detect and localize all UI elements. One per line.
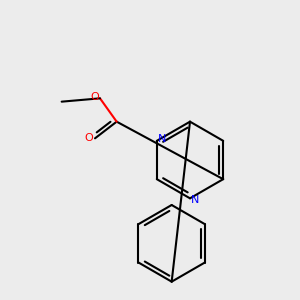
Text: O: O — [91, 92, 99, 102]
Text: O: O — [85, 133, 93, 143]
Text: N: N — [158, 134, 166, 144]
Text: N: N — [191, 195, 199, 205]
